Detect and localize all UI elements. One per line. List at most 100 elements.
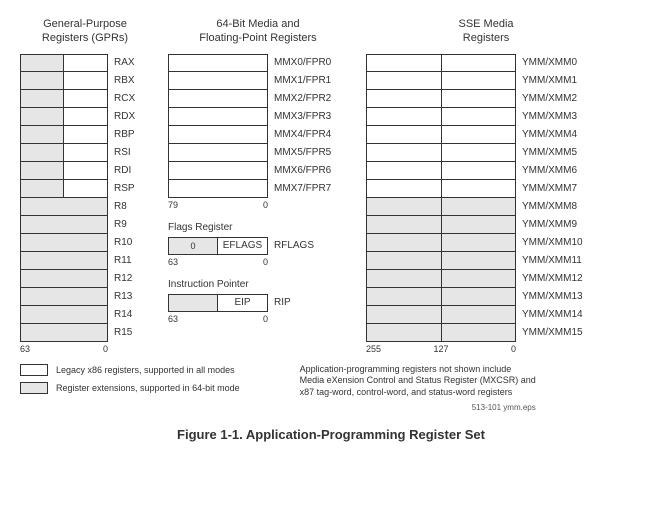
- gpr-title-l1: General-Purpose: [43, 18, 127, 30]
- gpr-ext-half: [21, 144, 64, 161]
- gpr-ext-half: [21, 126, 64, 143]
- sse-label: YMM/XMM1: [522, 75, 577, 86]
- gpr-row: RSI: [20, 144, 150, 162]
- ip-tick-left: 63: [168, 314, 178, 324]
- sse-box: [366, 162, 516, 180]
- ip-label: RIP: [274, 297, 291, 308]
- gpr-row: RCX: [20, 90, 150, 108]
- sse-row: YMM/XMM12: [366, 270, 606, 288]
- gpr-label: RBP: [114, 129, 135, 140]
- fpr-row: MMX5/FPR5: [168, 144, 348, 162]
- sse-midline: [441, 90, 442, 107]
- fpr-row: MMX0/FPR0: [168, 54, 348, 72]
- gpr-row: RAX: [20, 54, 150, 72]
- fpr-title-l1: 64-Bit Media and: [216, 18, 299, 30]
- sse-row: YMM/XMM7: [366, 180, 606, 198]
- gpr-box: [20, 234, 108, 252]
- gpr-row: R15: [20, 324, 150, 342]
- sse-row: YMM/XMM4: [366, 126, 606, 144]
- ip-box: EIP: [168, 294, 268, 312]
- fpr-label: MMX6/FPR6: [274, 165, 331, 176]
- flags-row: 0 EFLAGS RFLAGS: [168, 237, 348, 255]
- figure-caption: Figure 1-1. Application-Programming Regi…: [20, 427, 642, 442]
- sse-box: [366, 216, 516, 234]
- legend-ext-text: Register extensions, supported in 64-bit…: [56, 383, 240, 393]
- gpr-box: [20, 108, 108, 126]
- flags-ticks: 63 0: [168, 257, 268, 267]
- sse-midline: [441, 198, 442, 215]
- gpr-label: RSP: [114, 183, 135, 194]
- gpr-label: RDI: [114, 165, 131, 176]
- gpr-ext-half: [21, 90, 64, 107]
- sse-box: [366, 234, 516, 252]
- sse-ticks: 255 127 0: [366, 344, 516, 354]
- sse-label: YMM/XMM11: [522, 255, 582, 266]
- sse-box: [366, 108, 516, 126]
- sse-midline: [441, 270, 442, 287]
- gpr-box: [20, 324, 108, 342]
- sse-midline: [441, 126, 442, 143]
- sse-box: [366, 54, 516, 72]
- sse-midline: [441, 108, 442, 125]
- sse-row: YMM/XMM5: [366, 144, 606, 162]
- ip-title: Instruction Pointer: [168, 279, 348, 290]
- sse-midline: [441, 162, 442, 179]
- gpr-row: RSP: [20, 180, 150, 198]
- columns: General-Purpose Registers (GPRs) RAX RBX R…: [20, 18, 642, 354]
- fpr-row: MMX2/FPR2: [168, 90, 348, 108]
- sse-label: YMM/XMM0: [522, 57, 577, 68]
- sse-column: SSE Media Registers YMM/XMM0 YMM/XMM1 YMM/…: [366, 18, 606, 354]
- gpr-row: R11: [20, 252, 150, 270]
- gpr-title-l2: Registers (GPRs): [42, 32, 128, 44]
- fpr-label: MMX3/FPR3: [274, 111, 331, 122]
- gpr-label: R12: [114, 273, 132, 284]
- gpr-tick-left: 63: [20, 344, 30, 354]
- gpr-label: R10: [114, 237, 132, 248]
- sse-label: YMM/XMM6: [522, 165, 577, 176]
- gpr-tick-right: 0: [103, 344, 108, 354]
- ip-right: EIP: [218, 295, 267, 311]
- gpr-stack: RAXRBXRCXRDXRBPRSIRDIRSPR8R9R10R11R12R13…: [20, 54, 150, 342]
- gpr-row: R8: [20, 198, 150, 216]
- fpr-box: [168, 108, 268, 126]
- fpr-box: [168, 90, 268, 108]
- gpr-ext-half: [21, 72, 64, 89]
- legend-ext: Register extensions, supported in 64-bit…: [20, 382, 240, 394]
- sse-midline: [441, 306, 442, 323]
- sse-box: [366, 288, 516, 306]
- sse-row: YMM/XMM9: [366, 216, 606, 234]
- sse-title: SSE Media Registers: [366, 18, 606, 46]
- sse-midline: [441, 324, 442, 341]
- flags-tick-right: 0: [263, 257, 268, 267]
- fpr-ticks: 79 0: [168, 200, 268, 210]
- fpr-row: MMX3/FPR3: [168, 108, 348, 126]
- gpr-label: RDX: [114, 111, 135, 122]
- sse-label: YMM/XMM5: [522, 147, 577, 158]
- swatch-white: [20, 364, 48, 376]
- gpr-box: [20, 90, 108, 108]
- fpr-row: MMX4/FPR4: [168, 126, 348, 144]
- fpr-column: 64-Bit Media and Floating-Point Register…: [168, 18, 348, 354]
- fpr-box: [168, 180, 268, 198]
- gpr-box: [20, 126, 108, 144]
- gpr-box: [20, 54, 108, 72]
- fpr-label: MMX4/FPR4: [274, 129, 331, 140]
- sse-row: YMM/XMM8: [366, 198, 606, 216]
- sse-midline: [441, 216, 442, 233]
- sse-midline: [441, 288, 442, 305]
- gpr-column: General-Purpose Registers (GPRs) RAX RBX R…: [20, 18, 150, 354]
- gpr-row: RBP: [20, 126, 150, 144]
- sse-box: [366, 252, 516, 270]
- sse-label: YMM/XMM2: [522, 93, 577, 104]
- flags-box: 0 EFLAGS: [168, 237, 268, 255]
- fpr-row: MMX1/FPR1: [168, 72, 348, 90]
- legend-left: Legacy x86 registers, supported in all m…: [20, 364, 240, 413]
- gpr-label: RBX: [114, 75, 135, 86]
- fpr-tick-left: 79: [168, 200, 178, 210]
- sse-midline: [441, 55, 442, 71]
- figure-root: General-Purpose Registers (GPRs) RAX RBX R…: [0, 0, 662, 452]
- sse-box: [366, 144, 516, 162]
- sse-label: YMM/XMM4: [522, 129, 577, 140]
- fpr-label: MMX1/FPR1: [274, 75, 331, 86]
- flags-label: RFLAGS: [274, 240, 314, 251]
